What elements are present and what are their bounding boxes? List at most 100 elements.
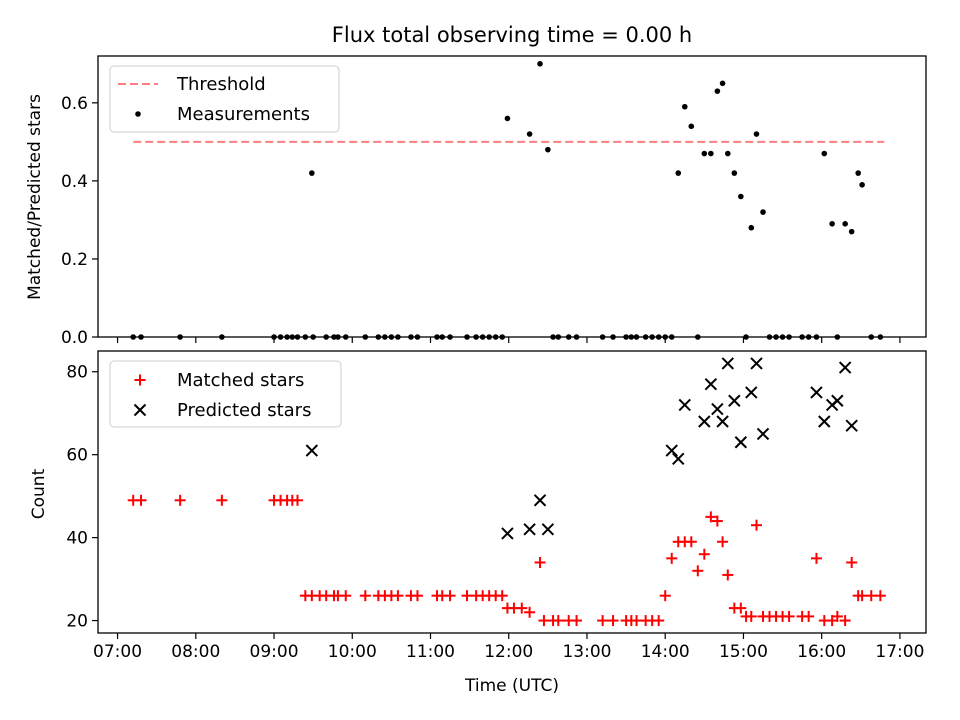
bottom-xtick-label: 17:00 [875, 642, 924, 662]
matched-star-marker [722, 569, 734, 581]
legend-predicted-label: Predicted stars [177, 400, 311, 421]
matched-star-marker [831, 610, 843, 622]
predicted-star-marker-b [665, 444, 678, 457]
matched-star-marker [524, 606, 536, 618]
bottom-xtick-label: 13:00 [562, 642, 611, 662]
bottom-xtick-label: 11:00 [406, 642, 455, 662]
top-ytick-label: 0.2 [61, 250, 88, 270]
bottom-xtick-label: 07:00 [93, 642, 142, 662]
matched-star-marker [135, 494, 147, 506]
legend-threshold-label: Threshold [176, 74, 266, 95]
matched-star-marker [571, 615, 583, 627]
measurement-point [526, 131, 533, 137]
bottom-xtick-label: 16:00 [797, 642, 846, 662]
predicted-star-marker-b [756, 427, 770, 441]
bottom-axes: 20 40 60 80 07:00 08:00 09:00 10:00 11:00 12:00 13… [66, 350, 927, 662]
matched-star-marker [552, 615, 564, 627]
predicted-star-marker [523, 523, 536, 536]
matched-star-marker [411, 590, 423, 602]
predicted-star-marker [810, 386, 823, 399]
predicted-star-marker-b [541, 523, 555, 536]
measurement-point [719, 80, 726, 87]
measurement-point [855, 170, 861, 176]
bottom-legend [109, 360, 342, 428]
predicted-star-marker-b [698, 415, 711, 428]
predicted-star-marker [698, 415, 711, 428]
legend-measurement-swatch [135, 111, 141, 117]
predicted-star-marker-b [501, 527, 514, 540]
bottom-ytick-label: 60 [66, 446, 88, 466]
predicted-star-marker [838, 361, 852, 374]
top-ytick-label: 0.6 [61, 94, 88, 114]
measurement-point [537, 61, 543, 67]
measurement-point [753, 131, 760, 137]
matched-star-marker [692, 565, 704, 577]
predicted-star-marker [734, 436, 748, 449]
predicted-star-marker [756, 427, 770, 441]
x-axis-label: Time (UTC) [464, 676, 559, 696]
matched-star-marker [705, 511, 717, 523]
top-ytick-label: 0.4 [61, 172, 88, 192]
predicted-star-marker [711, 402, 724, 416]
predicted-star-marker [845, 419, 858, 432]
matched-star-marker [359, 590, 371, 602]
matched-star-marker [496, 590, 508, 602]
predicted-star-marker [831, 394, 844, 407]
matched-star-marker [340, 590, 352, 602]
measurement-point [714, 88, 721, 94]
bottom-axes-frame [97, 350, 927, 634]
matched-star-marker [839, 615, 851, 627]
matched-star-marker [516, 602, 528, 614]
legend-predicted-swatch-b [133, 403, 147, 417]
predicted-star-marker [541, 523, 555, 536]
matched-star-marker [810, 552, 822, 564]
matched-star-marker [216, 494, 228, 506]
predicted-star-marker [750, 357, 763, 370]
matched-star-marker [711, 515, 723, 527]
predicted-star-marker-b [728, 394, 741, 407]
bottom-ytick-label: 80 [66, 363, 88, 383]
bottom-xtick-label: 14:00 [641, 642, 690, 662]
predicted-star-marker-b [721, 357, 735, 370]
matched-star-marker [597, 615, 609, 627]
predicted-star-marker-b [716, 415, 729, 428]
top-legend [109, 65, 340, 133]
matched-star-marker [685, 536, 697, 548]
matched-star-marker [745, 610, 757, 622]
matched-star-marker [392, 590, 404, 602]
matched-star-marker [534, 557, 546, 568]
bottom-xtick-label: 10:00 [328, 642, 377, 662]
predicted-star-marker [721, 357, 735, 370]
predicted-star-marker-b [838, 361, 852, 374]
predicted-star-marker-b [704, 377, 718, 391]
predicted-star-marker-b [734, 436, 748, 449]
matched-star-marker [292, 494, 304, 506]
measurement-point [504, 115, 511, 122]
predicted-star-marker-b [533, 494, 547, 507]
matched-star-marker [444, 590, 456, 602]
top-axes-frame [97, 55, 927, 338]
bottom-xtick-label: 15:00 [719, 642, 768, 662]
predicted-star-marker [728, 394, 741, 407]
bottom-ytick-label: 20 [66, 612, 88, 632]
measurement-point [748, 224, 755, 231]
measurement-point [731, 170, 738, 176]
measurement-point [675, 170, 682, 176]
predicted-star-marker-b [672, 452, 685, 466]
measurement-point [738, 193, 744, 200]
legend-predicted-swatch [133, 403, 147, 417]
legend-measurement-label: Measurements [177, 104, 310, 125]
measurement-point [829, 221, 835, 227]
predicted-star-marker [704, 377, 718, 391]
top-axes: 0.0 0.2 0.4 0.6 Threshold Measurements [61, 55, 927, 348]
predicted-star-marker [672, 452, 685, 466]
bottom-ytick-label: 40 [66, 529, 88, 549]
matched-star-marker [659, 590, 671, 602]
measurement-point [848, 228, 855, 235]
predicted-star-marker [305, 444, 319, 457]
bottom-xtick-label: 12:00 [484, 642, 533, 662]
predicted-star-marker-b [845, 419, 858, 432]
y-axis-label-bottom: Count [29, 468, 49, 519]
measurement-point [725, 150, 731, 157]
